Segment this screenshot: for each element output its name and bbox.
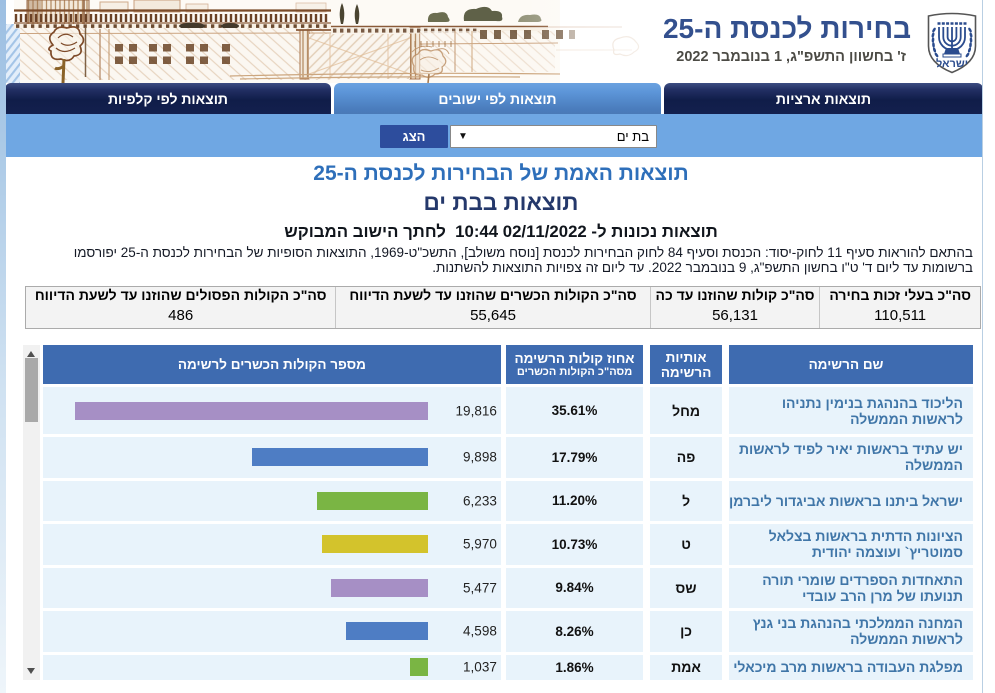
svg-text:ישראל: ישראל <box>936 57 968 70</box>
